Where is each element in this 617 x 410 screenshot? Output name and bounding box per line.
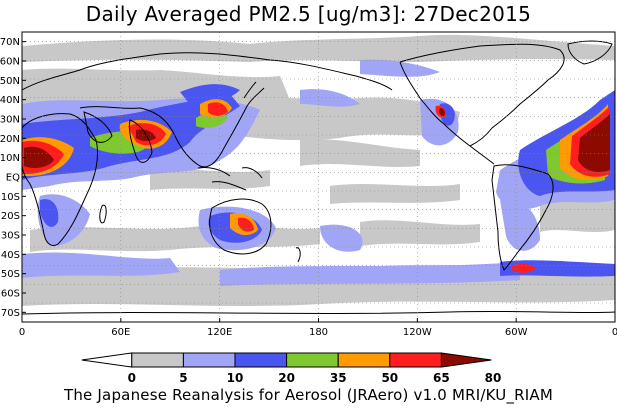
colorbar: 0 5 10 20 35 50 65 80 xyxy=(81,352,502,385)
lat-label: 20N xyxy=(0,134,20,145)
lat-label: 10S xyxy=(1,192,20,203)
colorbar-label: 0 xyxy=(128,371,136,385)
lon-label: 180 xyxy=(309,327,328,338)
colorbar-label: 10 xyxy=(227,371,244,385)
colorbar-arrow-low xyxy=(81,352,133,368)
longitude-labels: 0 60E 120E 180 120W 60W 0 xyxy=(19,318,617,338)
colorbar-label: 50 xyxy=(381,371,398,385)
colorbar-box xyxy=(337,352,391,368)
colorbar-box xyxy=(389,352,442,368)
chart-title: Daily Averaged PM2.5 [ug/m3]: 27Dec2015 xyxy=(85,2,532,26)
lon-label: 120W xyxy=(403,327,432,338)
lat-label: 40N xyxy=(0,95,20,106)
lat-label: EQ xyxy=(6,173,20,184)
lon-label: 0 xyxy=(19,327,25,338)
colorbar-label: 80 xyxy=(485,371,502,385)
pm25-field xyxy=(22,32,615,322)
colorbar-label: 35 xyxy=(330,371,347,385)
colorbar-box xyxy=(131,352,184,368)
lat-label: 40S xyxy=(1,250,20,261)
lon-label: 60W xyxy=(505,327,528,338)
colorbar-label: 20 xyxy=(278,371,295,385)
lat-label: 50S xyxy=(1,269,20,280)
lat-label: 70N xyxy=(0,37,20,48)
colorbar-box xyxy=(234,352,288,368)
lat-label: 70S xyxy=(1,308,20,319)
lon-label: 0 xyxy=(612,327,617,338)
colorbar-arrow-high xyxy=(440,352,492,368)
colorbar-box xyxy=(286,352,339,368)
latitude-labels: 70N 60N 50N 40N 30N 20N 10N EQ 10S 20S 30S 40S 50S 60… xyxy=(0,37,26,319)
coastlines xyxy=(22,40,615,315)
lat-label: 30S xyxy=(1,231,20,242)
lat-label: 60N xyxy=(0,57,20,68)
lat-label: 50N xyxy=(0,76,20,87)
lon-label: 120E xyxy=(207,327,232,338)
lat-label: 30N xyxy=(0,115,20,126)
lat-label: 20S xyxy=(1,211,20,222)
colorbar-box xyxy=(182,352,236,368)
gridlines xyxy=(22,32,615,322)
colorbar-label: 5 xyxy=(179,371,187,385)
pm25-level-80-plus xyxy=(24,108,610,172)
lat-label: 10N xyxy=(0,153,20,164)
footer-credit: The Japanese Reanalysis for Aerosol (JRA… xyxy=(63,386,554,404)
colorbar-label: 65 xyxy=(433,371,450,385)
lat-label: 60S xyxy=(1,289,20,300)
lon-label: 60E xyxy=(111,327,130,338)
